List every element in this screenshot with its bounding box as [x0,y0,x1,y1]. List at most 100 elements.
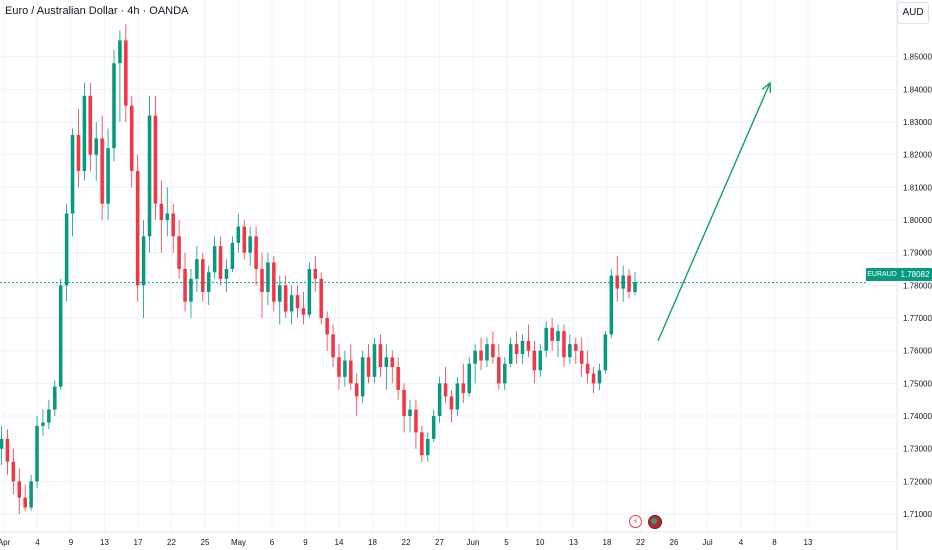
price-axis[interactable]: 1.71000 1.72000 1.73000 1.74000 1.75000 1.760… [903,53,932,519]
y-tick-label: 1.81000 [903,183,932,192]
candle-body [443,383,448,397]
y-tick-label: 1.72000 [903,477,932,486]
x-tick-label: 13 [100,538,109,547]
flag-icon[interactable] [648,515,662,529]
candle-body [372,344,377,377]
candle-body [568,344,572,358]
x-tick-label: 22 [167,538,176,547]
candle-body [414,409,418,433]
x-tick-label: 26 [670,538,679,547]
candle-body [574,344,578,351]
candle-body [301,308,306,315]
candle-body [378,344,383,368]
y-tick-label: 1.76000 [903,347,932,356]
candle-body [544,327,548,351]
candle-body [431,416,436,439]
candle-body [426,438,430,456]
candle-body [112,63,116,149]
candle-body [118,40,122,64]
candle-body [390,357,395,368]
candle-body [5,438,10,462]
candle-body [485,344,489,361]
candle-body [23,497,27,508]
x-tick-label: 17 [134,538,143,547]
x-tick-label: 10 [536,538,545,547]
candle-body [609,275,614,335]
candle-body [325,318,329,335]
candle-body [526,340,531,351]
candle-body [242,226,247,253]
candle-body [633,282,637,292]
candle-body [53,386,57,410]
x-tick-label: 18 [368,538,377,547]
candle-body [0,438,4,449]
candle-body [467,363,472,394]
candle-body [17,481,22,498]
candle-body [153,115,158,204]
candle-body [319,278,323,319]
candle-body [177,236,181,270]
candle-body [266,262,270,292]
x-tick-label: 4 [35,538,40,547]
y-tick-label: 1.77000 [903,314,932,323]
candle-body [295,295,300,309]
candle-body [360,357,365,397]
y-tick-label: 1.75000 [903,379,932,388]
candle-body [47,409,51,423]
candle-body [603,334,608,371]
candle-body [212,246,217,273]
currency-button[interactable]: AUD [897,2,929,24]
candle-body [218,246,223,279]
candle-body [396,367,400,390]
candle-body [497,357,501,384]
candle-body [206,272,211,292]
candle-body [76,135,81,172]
candle-body [11,461,16,482]
time-axis[interactable]: Apr 4 9 13 17 22 25 May 6 9 14 18 22 27 Jun 5 10 13 18 22 26… [0,538,813,547]
x-tick-label: 14 [335,538,344,547]
lightning-icon[interactable]: ⚡ [629,515,642,528]
x-tick-label: 13 [569,538,578,547]
chart-title: Euro / Australian Dollar · 4h · OANDA [5,5,189,17]
candle-body [289,295,294,312]
x-tick-label: 25 [201,538,210,547]
x-tick-label: 22 [402,538,411,547]
projection-arrow[interactable] [657,81,772,342]
x-tick-label: 8 [772,538,777,547]
x-tick-label: 4 [739,538,744,547]
x-tick-label: 5 [504,538,509,547]
x-tick-label: Apr [0,538,11,547]
candle-body [384,357,389,368]
y-tick-label: 1.71000 [903,510,932,519]
x-tick-label: 9 [303,538,308,547]
candle-body [556,331,560,341]
candle-body [88,95,93,155]
candle-body [272,262,276,302]
x-tick-label: 27 [435,538,444,547]
candle-body [129,105,134,172]
candle-body [159,203,164,221]
candle-body [562,331,566,358]
candle-body [354,383,359,397]
candle-body [550,327,554,341]
y-tick-label: 1.85000 [903,53,932,62]
x-tick-label: May [231,538,246,547]
candle-body [402,389,406,417]
candle-body [248,236,252,253]
candle-body [260,269,264,292]
candle-body [514,344,519,354]
candle-body [366,357,371,377]
candle-body [491,344,495,358]
candle-body [349,360,353,384]
y-tick-label: 1.80000 [903,216,932,225]
candle-body [147,115,152,237]
y-tick-label: 1.79000 [903,249,932,258]
candle-body [437,383,442,417]
y-tick-label: 1.78000 [903,281,932,290]
candle-body [520,340,525,354]
candle-body [29,481,33,508]
candle-body [449,396,454,410]
x-tick-label: Jul [702,538,712,547]
candle-body [455,383,460,410]
